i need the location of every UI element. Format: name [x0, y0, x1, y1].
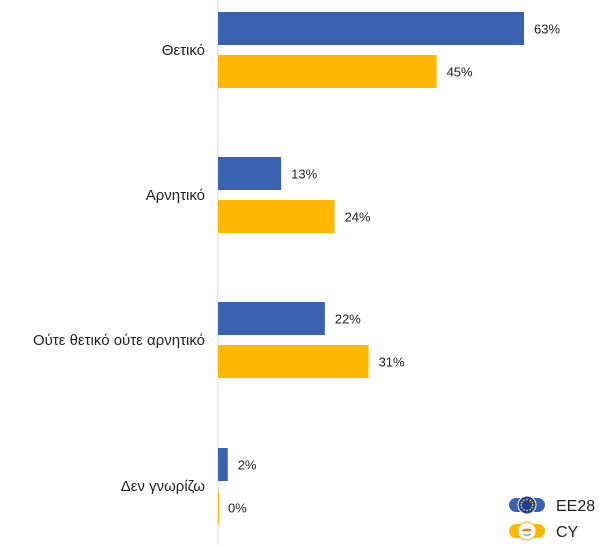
category-label: Αρνητικό — [146, 187, 205, 204]
data-label: 63% — [534, 22, 560, 37]
bar-ee28 — [218, 12, 524, 45]
bar-ee28 — [218, 448, 228, 481]
bar-cy — [218, 345, 369, 378]
bar-cy — [218, 55, 437, 88]
data-label: 22% — [335, 312, 361, 327]
legend: EE28 CY — [509, 495, 595, 541]
data-label: 45% — [447, 65, 473, 80]
category-label: Δεν γνωρίζω — [121, 478, 206, 495]
legend-item-ee28: EE28 — [509, 495, 595, 515]
labels-layer: Θετικό 63% 45% Αρνητικό 13% 24% Ούτε θετικό ού… — [33, 22, 561, 516]
eu-flag-icon — [509, 495, 545, 515]
data-label: 24% — [345, 210, 371, 225]
legend-label-ee28: EE28 — [556, 498, 595, 515]
legend-label-cy: CY — [556, 524, 579, 541]
bar-cy — [218, 491, 220, 524]
cyprus-flag-icon — [509, 521, 545, 541]
bars-layer — [218, 12, 524, 524]
data-label: 31% — [379, 355, 405, 370]
data-label: 13% — [291, 167, 317, 182]
category-label: Ούτε θετικό ούτε αρνητικό — [33, 332, 205, 349]
data-label: 0% — [228, 501, 247, 516]
data-label: 2% — [238, 458, 257, 473]
bar-ee28 — [218, 302, 325, 335]
bar-ee28 — [218, 157, 282, 190]
bar-cy — [218, 200, 335, 233]
legend-item-cy: CY — [509, 521, 579, 541]
category-label: Θετικό — [162, 42, 205, 59]
